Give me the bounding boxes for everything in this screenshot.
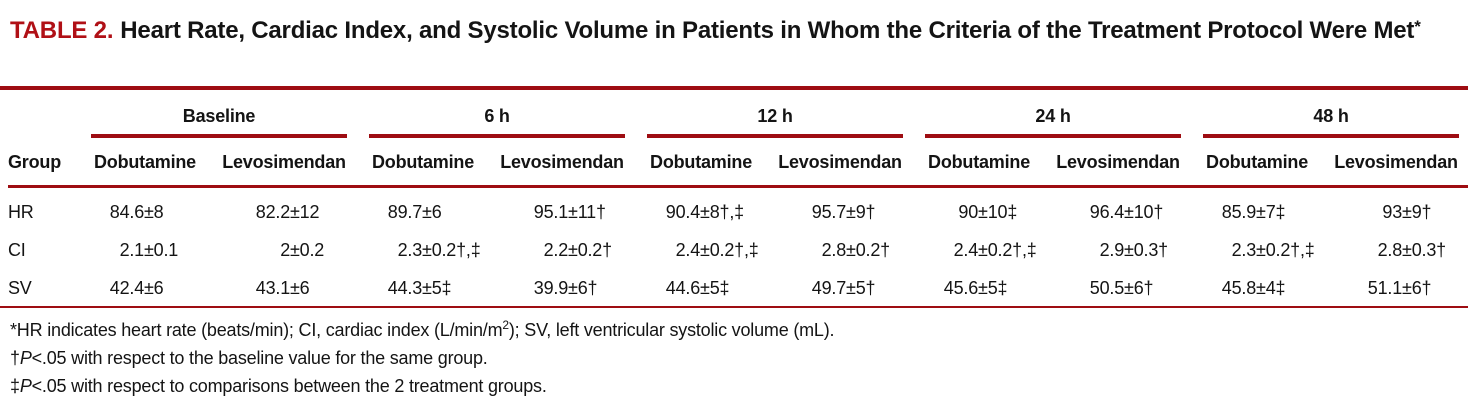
cell-value: 44.3±5‡ bbox=[387, 278, 452, 298]
cell-value: 51.1±6† bbox=[1367, 278, 1432, 298]
cell-value: 2.4±0.2†,‡ bbox=[953, 240, 1037, 260]
cell-value: 85.9±7‡ bbox=[1221, 202, 1286, 222]
double-dagger-symbol: ‡ bbox=[10, 376, 20, 396]
cell-value: 45.8±4‡ bbox=[1221, 278, 1286, 298]
treatment-header-dobutamine: Dobutamine bbox=[914, 138, 1045, 188]
table-row-sv: SV 42.4±6 43.1±6 44.3±5‡ 39.9±6† 44.6±5‡… bbox=[8, 268, 1468, 306]
cell-value: 93±9† bbox=[1382, 202, 1432, 222]
p-value-symbol: P bbox=[19, 348, 32, 368]
cell-value: 39.9±6† bbox=[533, 278, 598, 298]
cell-value: 2.2±0.2† bbox=[543, 240, 613, 260]
period-label: 48 h bbox=[1313, 106, 1349, 126]
period-spanline: 6 h bbox=[369, 104, 626, 138]
row-label-sv: SV bbox=[8, 278, 32, 298]
p-value-symbol: P bbox=[19, 376, 32, 396]
row-label-hr: HR bbox=[8, 202, 34, 222]
top-rule bbox=[0, 86, 1468, 90]
table-title: TABLE 2. Heart Rate, Cardiac Index, and S… bbox=[0, 0, 1468, 79]
treatment-header-dobutamine: Dobutamine bbox=[1192, 138, 1323, 188]
treatment-header-dobutamine: Dobutamine bbox=[358, 138, 489, 188]
table-row-hr: HR 84.6±8 82.2±12 89.7±6 95.1±11† 90.4±8… bbox=[8, 187, 1468, 231]
footnote-text: *HR indicates heart rate (beats/min); CI… bbox=[10, 320, 503, 340]
period-header-48h: 48 h bbox=[1192, 90, 1468, 138]
period-header-baseline: Baseline bbox=[80, 90, 358, 138]
footnote-dagger: †P<.05 with respect to the baseline valu… bbox=[10, 344, 1458, 372]
cell-value: 2.3±0.2†,‡ bbox=[397, 240, 481, 260]
cell-value: 2.4±0.2†,‡ bbox=[675, 240, 759, 260]
cell-value: 84.6±8 bbox=[109, 202, 164, 222]
treatment-header-levosimendan: Levosimendan bbox=[1322, 138, 1468, 188]
cell-value: 96.4±10† bbox=[1089, 202, 1164, 222]
treatment-header-dobutamine: Dobutamine bbox=[80, 138, 210, 188]
footnotes: *HR indicates heart rate (beats/min); CI… bbox=[0, 308, 1468, 400]
cell-value: 89.7±6 bbox=[387, 202, 442, 222]
period-header-row: Group Baseline 6 h 12 h 24 h 48 h bbox=[8, 90, 1468, 188]
cell-value: 2.3±0.2†,‡ bbox=[1231, 240, 1315, 260]
treatment-header-levosimendan: Levosimendan bbox=[766, 138, 915, 188]
period-label: 6 h bbox=[484, 106, 510, 126]
table-body: HR 84.6±8 82.2±12 89.7±6 95.1±11† 90.4±8… bbox=[8, 187, 1468, 307]
footnote-text: ); SV, left ventricular systolic volume … bbox=[508, 320, 835, 340]
cell-value: 43.1±6 bbox=[255, 278, 310, 298]
period-spanline: Baseline bbox=[91, 104, 348, 138]
cell-value: 2.8±0.3† bbox=[1377, 240, 1447, 260]
table-title-text: Heart Rate, Cardiac Index, and Systolic … bbox=[120, 17, 1415, 44]
superscript-2: 2 bbox=[502, 318, 509, 332]
period-label: 24 h bbox=[1035, 106, 1071, 126]
treatment-header-levosimendan: Levosimendan bbox=[1044, 138, 1193, 188]
cell-value: 95.1±11† bbox=[533, 202, 606, 222]
cell-value: 49.7±5† bbox=[811, 278, 876, 298]
cell-value: 90±10‡ bbox=[958, 202, 1018, 222]
title-asterisk: * bbox=[1414, 17, 1421, 36]
cell-value: 2.1±0.1 bbox=[119, 240, 179, 260]
period-label: 12 h bbox=[757, 106, 793, 126]
row-label-ci: CI bbox=[8, 240, 26, 260]
footnote-abbreviations: *HR indicates heart rate (beats/min); CI… bbox=[10, 316, 1458, 344]
cell-value: 90.4±8†,‡ bbox=[665, 202, 744, 222]
period-spanline: 48 h bbox=[1203, 104, 1460, 138]
group-column-header: Group bbox=[8, 90, 80, 188]
bottom-rule bbox=[0, 306, 1468, 308]
period-label: Baseline bbox=[182, 106, 256, 126]
cell-value: 50.5±6† bbox=[1089, 278, 1154, 298]
footnote-text: <.05 with respect to comparisons between… bbox=[31, 376, 547, 396]
table-number-label: TABLE 2. bbox=[10, 17, 114, 44]
period-header-12h: 12 h bbox=[636, 90, 914, 138]
period-spanline: 12 h bbox=[647, 104, 904, 138]
table-header: Group Baseline 6 h 12 h 24 h 48 h Dobuta… bbox=[8, 90, 1468, 188]
cell-value: 2.9±0.3† bbox=[1099, 240, 1169, 260]
table-row-ci: CI 2.1±0.1 2±0.2 2.3±0.2†,‡ 2.2±0.2† 2.4… bbox=[8, 230, 1468, 268]
cell-value: 2.8±0.2† bbox=[821, 240, 891, 260]
treatment-header-dobutamine: Dobutamine bbox=[636, 138, 767, 188]
cell-value: 42.4±6 bbox=[109, 278, 164, 298]
period-header-24h: 24 h bbox=[914, 90, 1192, 138]
treatment-header-row: Dobutamine Levosimendan Dobutamine Levos… bbox=[8, 138, 1468, 188]
dagger-symbol: † bbox=[10, 348, 20, 368]
cell-value: 2±0.2 bbox=[280, 240, 325, 260]
footnote-double-dagger: ‡P<.05 with respect to comparisons betwe… bbox=[10, 372, 1458, 400]
data-table: Group Baseline 6 h 12 h 24 h 48 h Dobuta… bbox=[8, 90, 1468, 306]
period-spanline: 24 h bbox=[925, 104, 1182, 138]
cell-value: 82.2±12 bbox=[255, 202, 320, 222]
cell-value: 45.6±5‡ bbox=[943, 278, 1008, 298]
period-header-6h: 6 h bbox=[358, 90, 636, 138]
cell-value: 95.7±9† bbox=[811, 202, 876, 222]
cell-value: 44.6±5‡ bbox=[665, 278, 730, 298]
treatment-header-levosimendan: Levosimendan bbox=[210, 138, 359, 188]
footnote-text: <.05 with respect to the baseline value … bbox=[31, 348, 488, 368]
treatment-header-levosimendan: Levosimendan bbox=[488, 138, 637, 188]
